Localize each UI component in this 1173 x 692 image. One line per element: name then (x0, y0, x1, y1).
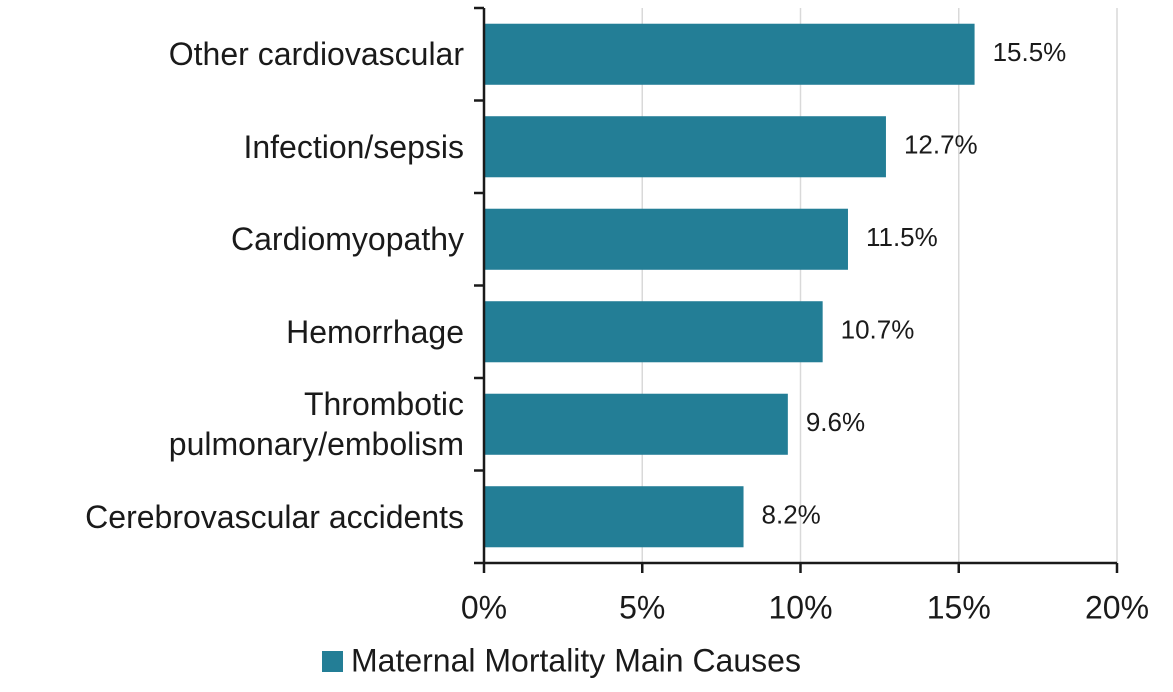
x-tick-label: 15% (927, 589, 991, 625)
y-tick-label: Infection/sepsis (243, 128, 464, 165)
y-tick-label: Cerebrovascular accidents (85, 498, 464, 535)
value-label: 12.7% (904, 130, 978, 160)
value-label: 11.5% (866, 222, 938, 252)
x-tick-label: 20% (1085, 589, 1149, 625)
x-tick-label: 5% (619, 589, 665, 625)
legend-swatch (322, 651, 343, 672)
value-label: 8.2% (762, 500, 821, 530)
bar (484, 208, 848, 270)
value-label: 9.6% (806, 407, 865, 437)
y-tick-label: Thrombotic pulmonary/embolism (168, 386, 464, 463)
y-tick-label: Cardiomyopathy (231, 221, 464, 258)
value-label: 15.5% (993, 37, 1067, 67)
legend-label: Maternal Mortality Main Causes (351, 642, 801, 678)
bar (484, 486, 744, 548)
bar (484, 23, 975, 85)
x-tick-label: 10% (768, 589, 832, 625)
x-tick-label: 0% (461, 589, 507, 625)
value-label: 10.7% (841, 315, 915, 345)
y-tick-label: Hemorrhage (286, 313, 464, 350)
bar (484, 301, 823, 363)
bar (484, 393, 788, 455)
y-tick-label: Other cardiovascular (168, 36, 464, 73)
bar (484, 116, 886, 178)
